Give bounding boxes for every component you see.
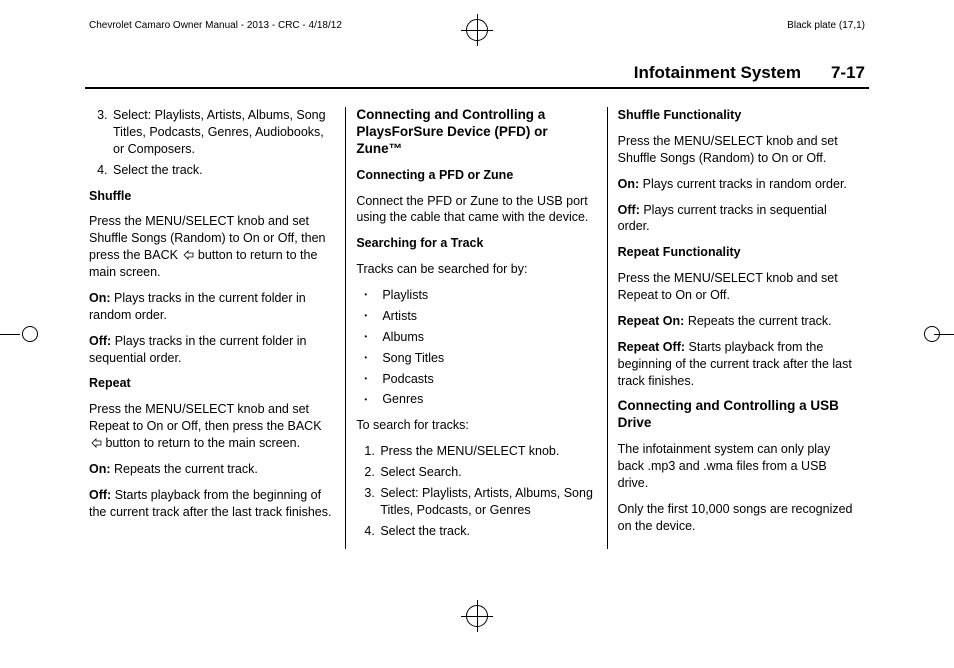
text: Plays tracks in the current folder in se… <box>89 334 306 365</box>
text: Plays current tracks in random order. <box>639 177 847 191</box>
paragraph: Press the MENU/SELECT knob and set Repea… <box>89 401 335 452</box>
paragraph: Tracks can be searched for by: <box>356 261 596 278</box>
paragraph: On: Plays current tracks in random order… <box>618 176 859 193</box>
subhead: Connecting a PFD or Zune <box>356 167 596 184</box>
page-number: 7-17 <box>831 63 865 83</box>
key-repeat-off: Repeat Off: <box>618 340 685 354</box>
body-columns: Select: Playlists, Artists, Albums, Song… <box>85 107 869 549</box>
paragraph: To search for tracks: <box>356 417 596 434</box>
list-item: Select: Playlists, Artists, Albums, Song… <box>111 107 335 158</box>
subhead: Searching for a Track <box>356 235 596 252</box>
list-item: Playlists <box>364 287 596 304</box>
text: Starts playback from the beginning of th… <box>89 488 331 519</box>
back-icon <box>181 248 194 258</box>
paragraph: Off: Starts playback from the beginning … <box>89 487 335 521</box>
key-on: On: <box>89 291 111 305</box>
back-icon <box>89 436 102 446</box>
header-right: Black plate (17,1) <box>787 20 865 31</box>
list-item: Select Search. <box>378 464 596 481</box>
paragraph: The infotainment system can only play ba… <box>618 441 859 492</box>
paragraph: Repeat On: Repeats the current track. <box>618 313 859 330</box>
page-content: Chevrolet Camaro Owner Manual - 2013 - C… <box>85 20 869 648</box>
text: button to return to the main screen. <box>105 436 300 450</box>
paragraph: On: Repeats the current track. <box>89 461 335 478</box>
ordered-list: Press the MENU/SELECT knob. Select Searc… <box>356 443 596 539</box>
column-1: Select: Playlists, Artists, Albums, Song… <box>85 107 346 549</box>
registration-circle <box>924 326 940 342</box>
key-off: Off: <box>89 488 111 502</box>
running-header: Chevrolet Camaro Owner Manual - 2013 - C… <box>85 20 869 33</box>
key-repeat-on: Repeat On: <box>618 314 685 328</box>
paragraph: Off: Plays current tracks in sequential … <box>618 202 859 236</box>
heading-pfd: Connecting and Controlling a PlaysForSur… <box>356 107 596 158</box>
text: Plays tracks in the current folder in ra… <box>89 291 306 322</box>
paragraph: Connect the PFD or Zune to the USB port … <box>356 193 596 227</box>
section-header: Infotainment System 7-17 <box>85 33 869 89</box>
bullet-list: Playlists Artists Albums Song Titles Pod… <box>356 287 596 408</box>
list-item: Select the track. <box>378 523 596 540</box>
text: Plays current tracks in sequential order… <box>618 203 827 234</box>
paragraph: Press the MENU/SELECT knob and set Shuff… <box>618 133 859 167</box>
text: Press the MENU/SELECT knob and set Repea… <box>89 402 322 433</box>
list-item: Press the MENU/SELECT knob. <box>378 443 596 460</box>
key-off: Off: <box>89 334 111 348</box>
paragraph: Only the first 10,000 songs are recogniz… <box>618 501 859 535</box>
key-off: Off: <box>618 203 640 217</box>
list-item: Podcasts <box>364 371 596 388</box>
registration-circle <box>22 326 38 342</box>
paragraph: Press the MENU/SELECT knob and set Shuff… <box>89 213 335 281</box>
paragraph: Press the MENU/SELECT knob and set Repea… <box>618 270 859 304</box>
text: Repeats the current track. <box>684 314 831 328</box>
ordered-list: Select: Playlists, Artists, Albums, Song… <box>89 107 335 179</box>
crop-mark <box>0 334 20 335</box>
subhead-shuffle: Shuffle <box>89 188 335 205</box>
list-item: Song Titles <box>364 350 596 367</box>
column-2: Connecting and Controlling a PlaysForSur… <box>346 107 607 549</box>
section-title: Infotainment System <box>634 63 801 83</box>
key-on: On: <box>89 462 111 476</box>
list-item: Select: Playlists, Artists, Albums, Song… <box>378 485 596 519</box>
column-3: Shuffle Functionality Press the MENU/SEL… <box>608 107 869 549</box>
paragraph: Off: Plays tracks in the current folder … <box>89 333 335 367</box>
header-left: Chevrolet Camaro Owner Manual - 2013 - C… <box>89 20 342 31</box>
subhead: Repeat Functionality <box>618 244 859 261</box>
list-item: Albums <box>364 329 596 346</box>
list-item: Select the track. <box>111 162 335 179</box>
paragraph: Repeat Off: Starts playback from the beg… <box>618 339 859 390</box>
paragraph: On: Plays tracks in the current folder i… <box>89 290 335 324</box>
list-item: Artists <box>364 308 596 325</box>
subhead-repeat: Repeat <box>89 375 335 392</box>
subhead: Shuffle Functionality <box>618 107 859 124</box>
heading-usb: Connecting and Controlling a USB Drive <box>618 398 859 432</box>
key-on: On: <box>618 177 640 191</box>
list-item: Genres <box>364 391 596 408</box>
text: Repeats the current track. <box>111 462 258 476</box>
